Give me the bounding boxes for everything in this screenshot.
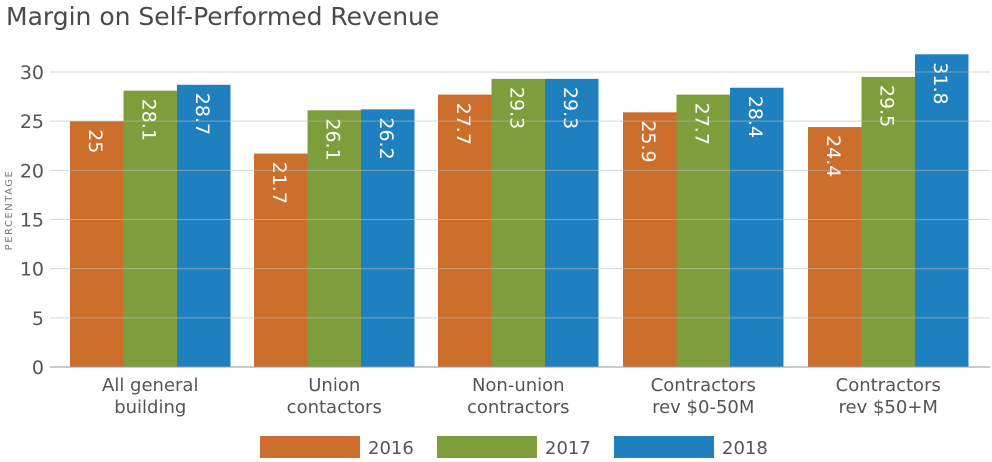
x-tick-label: rev $0-50M <box>652 397 754 418</box>
y-tick-label: 30 <box>20 62 44 84</box>
legend-label: 2016 <box>368 438 414 459</box>
data-label: 25 <box>84 129 106 153</box>
bar-2018-0 <box>177 84 231 368</box>
x-tick-label: contactors <box>287 397 382 418</box>
bar-2016-3 <box>623 112 677 367</box>
x-tick-label: Contractors <box>651 375 756 396</box>
data-label: 29.5 <box>875 85 897 127</box>
bar-2017-1 <box>307 110 361 367</box>
y-tick-label: 25 <box>20 111 44 133</box>
x-tick-label: rev $50+M <box>839 397 938 418</box>
data-label: 26.1 <box>321 118 343 160</box>
y-tick-label: 15 <box>20 210 44 232</box>
bar-2018-4 <box>915 54 969 368</box>
bar-2018-2 <box>545 78 599 367</box>
data-label: 26.2 <box>375 117 397 159</box>
bar-2016-1 <box>254 153 308 367</box>
bar-2018-1 <box>361 109 415 367</box>
bar-2017-4 <box>861 76 915 368</box>
y-tick-label: 20 <box>20 160 44 182</box>
bar-2016-0 <box>70 121 124 368</box>
data-label: 28.7 <box>191 93 213 135</box>
data-label: 29.3 <box>559 87 581 129</box>
x-tick-label: Union <box>308 375 360 396</box>
data-label: 21.7 <box>268 162 290 204</box>
x-tick-label: Non-union <box>472 375 565 396</box>
legend-swatch-2017 <box>437 436 537 458</box>
y-tick-label: 10 <box>20 259 44 281</box>
data-label: 28.4 <box>744 96 766 138</box>
y-tick-label: 0 <box>32 357 44 379</box>
x-tick-label: contractors <box>467 397 570 418</box>
bar-2017-0 <box>123 90 177 367</box>
x-tick-label: building <box>114 397 186 418</box>
data-label: 24.4 <box>822 135 844 177</box>
data-label: 29.3 <box>505 87 527 129</box>
bar-2016-2 <box>438 94 492 367</box>
x-tick-label: All general <box>102 375 198 396</box>
data-label: 25.9 <box>637 120 659 162</box>
x-tick-label: Contractors <box>836 375 941 396</box>
bar-2018-3 <box>730 87 784 367</box>
bar-2017-3 <box>676 94 730 367</box>
legend-label: 2018 <box>722 438 768 459</box>
data-label: 27.7 <box>452 103 474 145</box>
data-label: 31.8 <box>929 62 951 104</box>
y-axis-label: PERCENTAGE <box>4 170 15 251</box>
legend-label: 2017 <box>545 438 591 459</box>
data-label: 28.1 <box>137 99 159 141</box>
legend-swatch-2016 <box>260 436 360 458</box>
data-label: 27.7 <box>690 103 712 145</box>
y-tick-label: 5 <box>32 308 44 330</box>
chart-title: Margin on Self-Performed Revenue <box>6 2 440 31</box>
bar-2017-2 <box>491 78 545 367</box>
bar-2016-4 <box>808 127 862 367</box>
legend-swatch-2018 <box>614 436 714 458</box>
